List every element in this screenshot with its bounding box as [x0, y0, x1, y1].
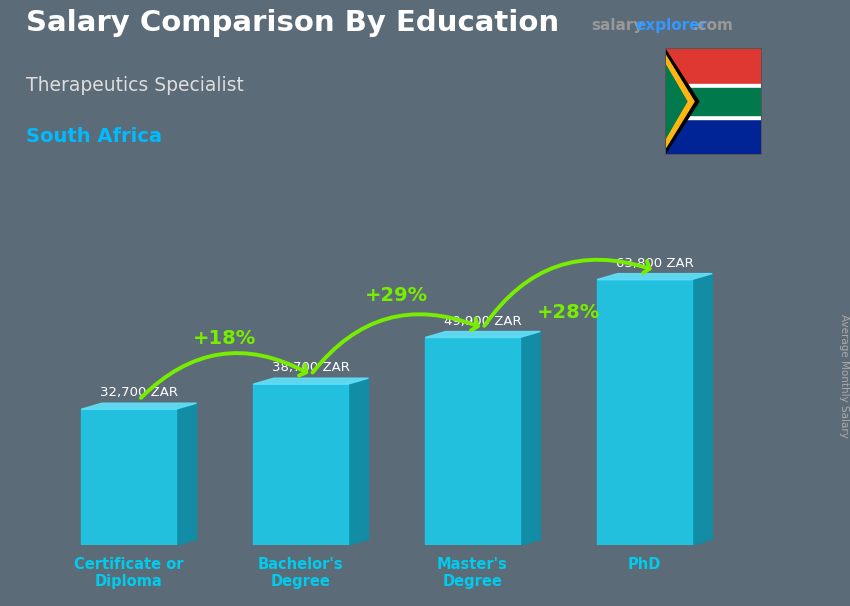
Polygon shape — [597, 279, 692, 545]
Text: +29%: +29% — [366, 286, 428, 305]
Polygon shape — [176, 403, 196, 545]
Polygon shape — [253, 384, 348, 545]
Bar — [665, 48, 762, 84]
Text: +18%: +18% — [193, 329, 257, 348]
Text: Therapeutics Specialist: Therapeutics Specialist — [26, 76, 243, 95]
Text: 38,700 ZAR: 38,700 ZAR — [272, 361, 349, 374]
Polygon shape — [665, 48, 699, 155]
Text: salary: salary — [591, 18, 643, 33]
Polygon shape — [253, 378, 368, 384]
Bar — [665, 88, 762, 115]
Text: .com: .com — [693, 18, 734, 33]
Polygon shape — [665, 54, 694, 149]
Text: Average Monthly Salary: Average Monthly Salary — [839, 314, 849, 438]
Bar — [665, 84, 762, 119]
Polygon shape — [425, 331, 541, 338]
Text: 32,700 ZAR: 32,700 ZAR — [100, 386, 178, 399]
Text: +28%: +28% — [537, 302, 600, 322]
Text: explorer: explorer — [636, 18, 708, 33]
Text: 63,800 ZAR: 63,800 ZAR — [615, 256, 694, 270]
Text: 49,900 ZAR: 49,900 ZAR — [444, 315, 522, 327]
Polygon shape — [665, 64, 687, 140]
Polygon shape — [348, 378, 368, 545]
Text: Salary Comparison By Education: Salary Comparison By Education — [26, 9, 558, 37]
Polygon shape — [425, 338, 519, 545]
Polygon shape — [82, 403, 196, 409]
Bar — [665, 119, 762, 155]
Polygon shape — [82, 409, 176, 545]
Polygon shape — [692, 273, 712, 545]
Polygon shape — [597, 273, 712, 279]
Text: South Africa: South Africa — [26, 127, 162, 146]
Polygon shape — [519, 331, 541, 545]
